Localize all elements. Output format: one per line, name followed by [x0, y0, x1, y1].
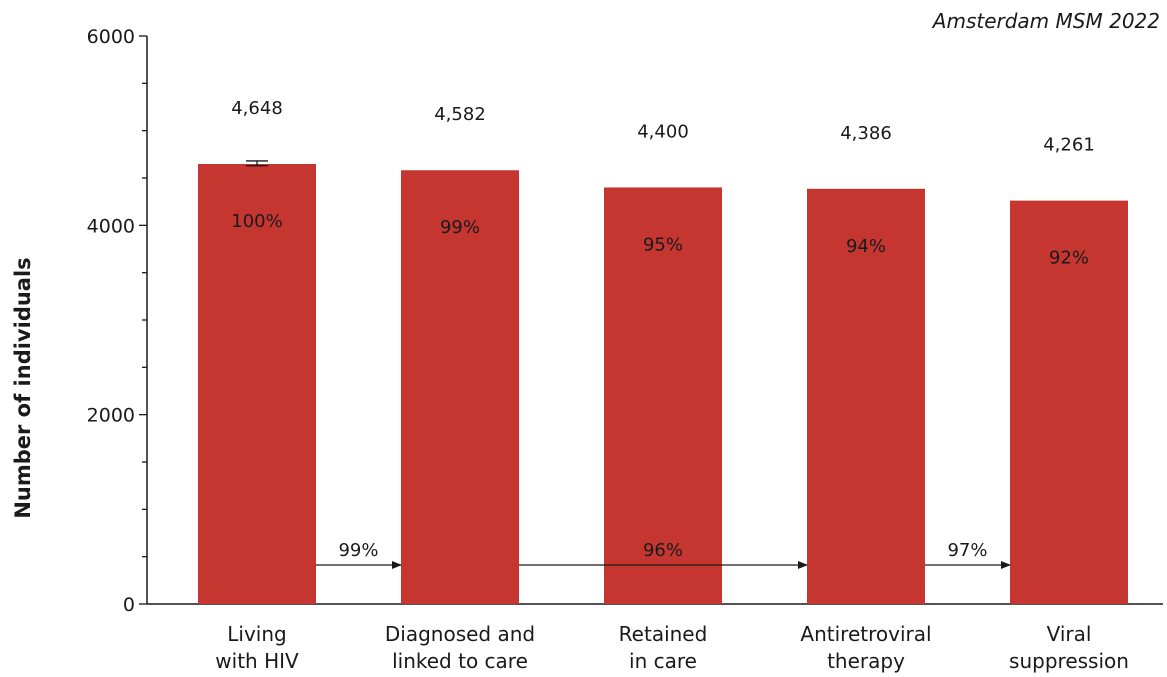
x-tick-label: Viral suppression [1009, 622, 1129, 673]
bar-labels: 4,648 100% 4,582 99% 4,400 95% 4,386 94% 4,261 92… [231, 98, 1095, 269]
percent-label: 95% [643, 234, 683, 255]
percent-label: 100% [231, 211, 282, 232]
step-arrows: 99% 96% 97% [316, 540, 1011, 569]
bars [198, 163, 1128, 605]
bar [401, 170, 519, 604]
x-axis: Living with HIV Diagnosed and linked to car… [147, 603, 1163, 673]
percent-label: 94% [846, 236, 886, 257]
percent-label: 99% [440, 217, 480, 238]
step-arrow-label: 97% [947, 540, 987, 561]
step-arrow-label: 99% [338, 540, 378, 561]
bar [807, 188, 925, 605]
percent-label: 92% [1049, 248, 1089, 269]
error-bars [246, 160, 268, 167]
y-tick-label: 6000 [87, 26, 135, 48]
value-label: 4,400 [637, 121, 689, 142]
x-tick-label: Retained in care [619, 622, 708, 673]
x-tick-label: Antiretroviral therapy [800, 622, 931, 673]
bar [604, 187, 722, 604]
x-tick-label: Living with HIV [215, 622, 299, 673]
value-label: 4,261 [1043, 135, 1095, 156]
y-tick-label: 0 [123, 594, 135, 616]
value-label: 4,648 [231, 98, 283, 119]
bar [1010, 200, 1128, 604]
y-axis: 0 2000 4000 6000 [87, 26, 148, 616]
step-arrow-label: 96% [643, 540, 683, 561]
x-tick-label: Diagnosed and linked to care [385, 622, 535, 673]
value-label: 4,386 [840, 123, 892, 144]
y-tick-label: 2000 [87, 405, 135, 427]
value-label: 4,582 [434, 104, 486, 125]
bar [198, 163, 316, 605]
chart-title: Amsterdam MSM 2022 [931, 9, 1160, 33]
y-axis-label: Number of individuals [11, 257, 35, 518]
y-tick-label: 4000 [87, 215, 135, 237]
